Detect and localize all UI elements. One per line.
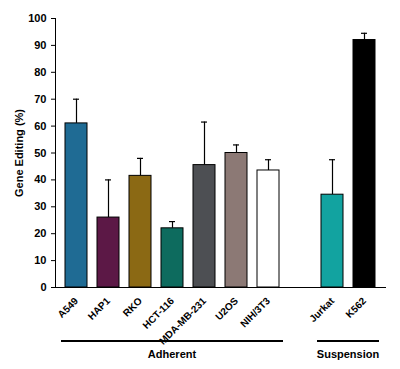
svg-text:HCT-116: HCT-116 <box>140 295 177 331</box>
svg-text:K562: K562 <box>343 295 368 320</box>
svg-text:70: 70 <box>34 93 46 105</box>
svg-text:100: 100 <box>28 12 46 24</box>
svg-text:HAP1: HAP1 <box>86 295 113 322</box>
svg-text:10: 10 <box>34 254 46 266</box>
svg-text:80: 80 <box>34 66 46 78</box>
svg-text:30: 30 <box>34 200 46 212</box>
svg-text:Jurkat: Jurkat <box>307 295 336 324</box>
svg-text:60: 60 <box>34 120 46 132</box>
svg-text:50: 50 <box>34 147 46 159</box>
svg-text:Adherent: Adherent <box>148 348 197 360</box>
svg-text:40: 40 <box>34 173 46 185</box>
svg-text:RKO: RKO <box>121 295 145 319</box>
svg-text:U2OS: U2OS <box>213 295 240 322</box>
svg-text:A549: A549 <box>55 295 80 320</box>
svg-text:NIH/3T3: NIH/3T3 <box>238 295 272 329</box>
svg-text:Suspension: Suspension <box>317 348 380 360</box>
svg-text:MDA-MB-231: MDA-MB-231 <box>157 295 209 347</box>
svg-text:20: 20 <box>34 227 46 239</box>
svg-text:0: 0 <box>40 281 46 293</box>
svg-text:90: 90 <box>34 39 46 51</box>
svg-text:Gene Editing (%): Gene Editing (%) <box>13 109 25 197</box>
